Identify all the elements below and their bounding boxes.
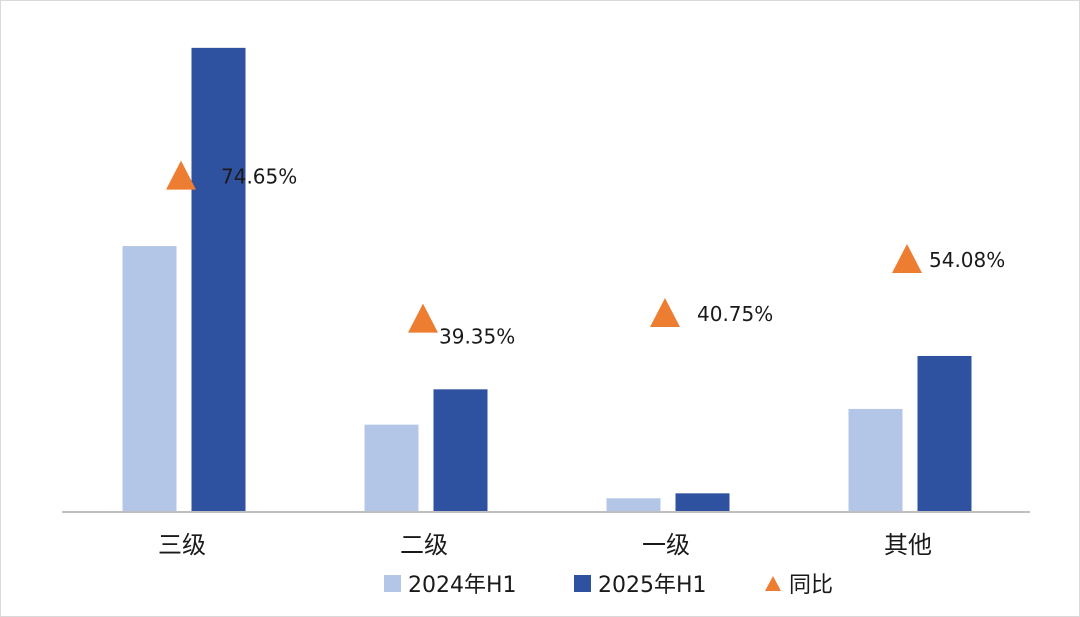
bar-2024h1-1[interactable] bbox=[122, 246, 177, 511]
bar-2024h1-3[interactable] bbox=[606, 498, 661, 511]
bar-2025h1-1[interactable] bbox=[191, 47, 246, 511]
legend-label: 同比 bbox=[789, 573, 833, 598]
category-label: 一级 bbox=[642, 531, 690, 559]
bars-layer bbox=[122, 47, 972, 511]
category-label: 二级 bbox=[400, 531, 448, 559]
category-label: 其他 bbox=[884, 531, 932, 559]
bar-2024h1-4[interactable] bbox=[848, 408, 903, 511]
yoy-marker[interactable] bbox=[650, 297, 680, 327]
legend-triangle-icon bbox=[765, 576, 781, 591]
yoy-marker[interactable] bbox=[166, 160, 196, 190]
bar-2025h1-3[interactable] bbox=[675, 493, 730, 511]
legend-item-yoy[interactable]: 同比 bbox=[765, 573, 833, 598]
yoy-value-label: 74.65% bbox=[221, 165, 297, 189]
category-label: 三级 bbox=[158, 531, 206, 559]
legend-label: 2024年H1 bbox=[408, 573, 517, 598]
yoy-value-label: 54.08% bbox=[929, 248, 1005, 272]
yoy-value-label: 39.35% bbox=[439, 325, 515, 349]
yoy-markers-layer: 74.65% 39.35% 40.75% 54.08% bbox=[166, 160, 1005, 349]
legend-item-2024h1[interactable]: 2024年H1 bbox=[384, 573, 517, 598]
category-labels: 三级 二级 一级 其他 bbox=[158, 531, 932, 559]
yoy-marker[interactable] bbox=[892, 243, 922, 273]
legend-item-2025h1[interactable]: 2025年H1 bbox=[574, 573, 707, 598]
legend[interactable]: 2024年H1 2025年H1 同比 bbox=[384, 573, 833, 598]
bar-2025h1-2[interactable] bbox=[433, 389, 488, 511]
legend-label: 2025年H1 bbox=[598, 573, 707, 598]
yoy-value-label: 40.75% bbox=[697, 302, 773, 326]
bar-2024h1-2[interactable] bbox=[364, 424, 419, 511]
yoy-marker[interactable] bbox=[408, 303, 438, 333]
legend-swatch bbox=[574, 575, 591, 592]
legend-swatch bbox=[384, 575, 401, 592]
bar-2025h1-4[interactable] bbox=[917, 355, 972, 511]
